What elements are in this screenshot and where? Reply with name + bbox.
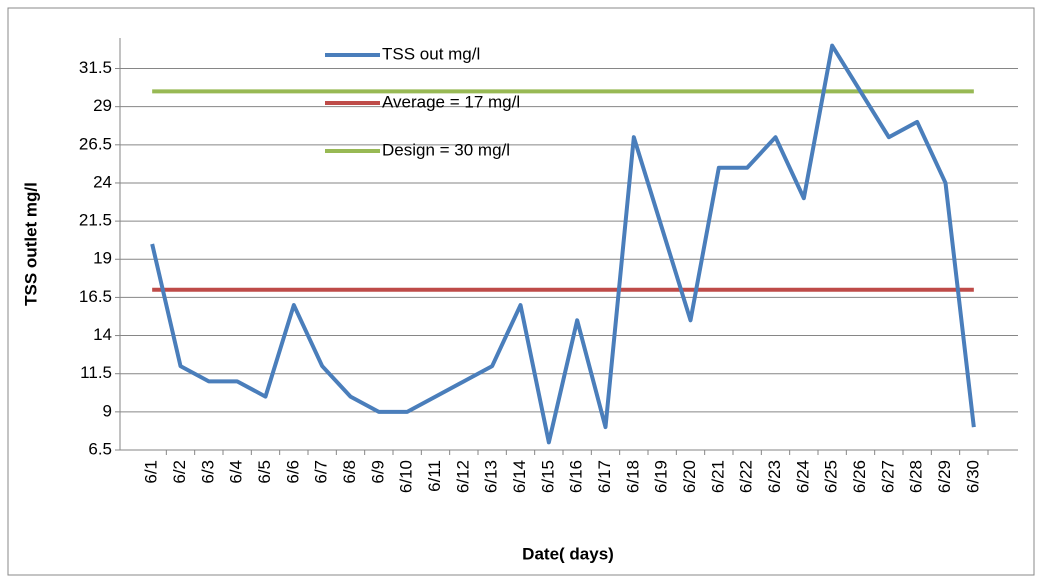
x-tick-label: 6/19: [652, 460, 671, 493]
x-tick-label: 6/2: [170, 460, 189, 484]
y-tick-label: 9: [103, 401, 112, 420]
x-tick-label: 6/30: [963, 460, 982, 493]
x-tick-label: 6/20: [680, 460, 699, 493]
legend-label: TSS out mg/l: [382, 44, 480, 63]
y-tick-label: 19: [93, 249, 112, 268]
x-tick-label: 6/11: [425, 460, 444, 492]
x-tick-label: 6/28: [907, 460, 926, 493]
x-tick-label: 6/1: [142, 460, 161, 484]
x-tick-label: 6/6: [283, 460, 302, 484]
x-axis-label: Date( days): [522, 544, 614, 563]
x-tick-label: 6/14: [510, 460, 529, 493]
y-tick-label: 14: [93, 325, 112, 344]
legend-label: Average = 17 mg/l: [382, 92, 520, 111]
x-tick-label: 6/29: [935, 460, 954, 493]
y-tick-label: 11.5: [80, 363, 112, 382]
x-tick-label: 6/5: [255, 460, 274, 484]
x-tick-label: 6/15: [538, 460, 557, 493]
x-tick-label: 6/10: [397, 460, 416, 493]
x-tick-label: 6/16: [567, 460, 586, 493]
x-tick-label: 6/9: [368, 460, 387, 484]
x-tick-label: 6/24: [793, 460, 812, 493]
y-tick-label: 21.5: [79, 211, 112, 230]
y-axis-label: TSS outlet mg/l: [21, 182, 40, 306]
x-tick-label: 6/17: [595, 460, 614, 493]
x-tick-label: 6/12: [453, 460, 472, 493]
x-tick-label: 6/22: [737, 460, 756, 493]
legend-label: Design = 30 mg/l: [382, 140, 510, 159]
y-tick-label: 29: [93, 96, 112, 115]
x-tick-label: 6/25: [822, 460, 841, 493]
series-line: [150, 43, 976, 445]
x-tick-label: 6/21: [708, 460, 727, 493]
y-tick-label: 16.5: [79, 287, 112, 306]
y-tick-label: 31.5: [79, 58, 112, 77]
x-tick-label: 6/18: [623, 460, 642, 493]
x-tick-label: 6/27: [878, 460, 897, 493]
x-tick-label: 6/4: [227, 460, 246, 484]
y-tick-label: 26.5: [79, 134, 112, 153]
y-tick-label: 6.5: [88, 439, 112, 458]
x-tick-label: 6/23: [765, 460, 784, 493]
x-tick-label: 6/26: [850, 460, 869, 493]
y-tick-label: 24: [93, 172, 112, 191]
x-tick-label: 6/8: [340, 460, 359, 484]
x-tick-label: 6/7: [312, 460, 331, 484]
x-tick-label: 6/3: [198, 460, 217, 484]
x-tick-label: 6/13: [482, 460, 501, 493]
